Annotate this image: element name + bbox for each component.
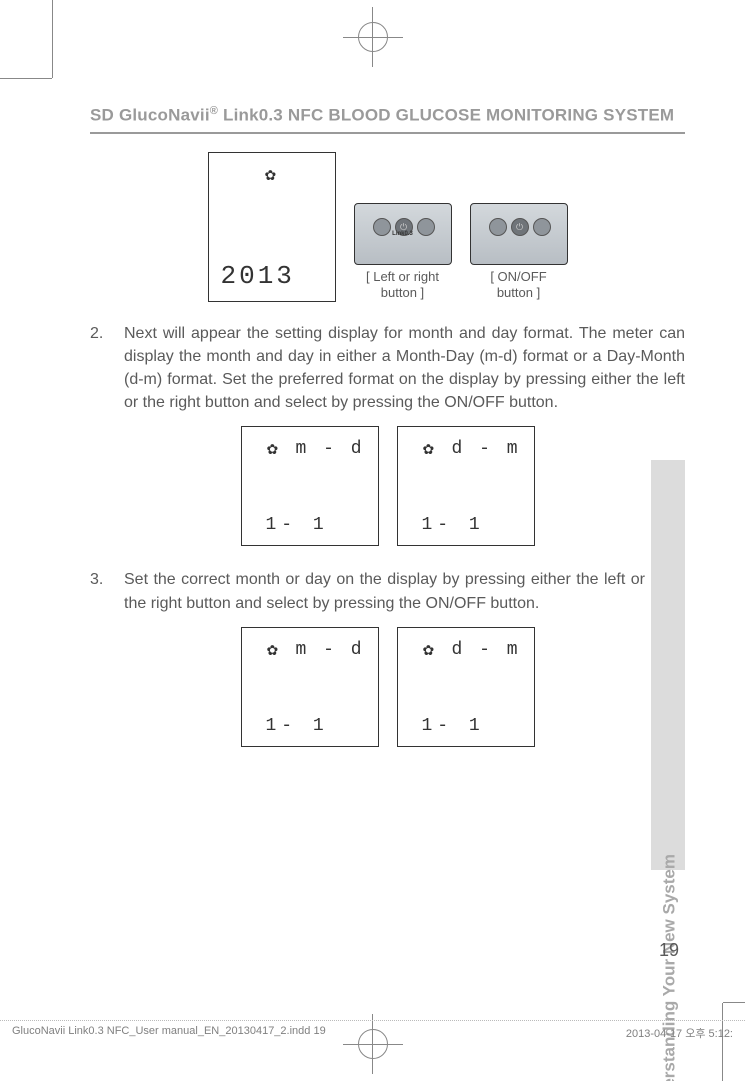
crop-mark-top bbox=[358, 22, 388, 52]
caption-onoff: [ ON/OFF button ] bbox=[490, 269, 546, 302]
gear-icon: ✿ bbox=[267, 441, 279, 458]
device-left-right: ⏻ Link0.3 [ Left or right button ] bbox=[354, 203, 452, 302]
lcd-date: 1- 1 bbox=[422, 716, 485, 736]
step-text: Next will appear the setting display for… bbox=[124, 322, 685, 415]
gear-icon: ✿ bbox=[267, 642, 279, 659]
lcd-md-display: ✿ m - d 1- 1 bbox=[241, 426, 379, 546]
print-footer: GlucoNavii Link0.3 NFC_User manual_EN_20… bbox=[0, 1020, 745, 1041]
lcd-date: 1- 1 bbox=[422, 515, 485, 535]
step-3: 3. Set the correct month or day on the d… bbox=[90, 568, 685, 614]
figure-step3-displays: ✿ m - d 1- 1 ✿ d - m 1- 1 bbox=[90, 627, 685, 747]
lcd-format: m - d bbox=[296, 640, 365, 660]
crop-mark-corner bbox=[52, 0, 53, 78]
caption-line: [ ON/OFF bbox=[490, 269, 546, 284]
lcd-format: d - m bbox=[452, 640, 521, 660]
gear-icon: ✿ bbox=[423, 441, 435, 458]
gear-icon: ✿ bbox=[265, 167, 277, 184]
device-image-onoff: ⏻ bbox=[470, 203, 568, 265]
lcd-format: m - d bbox=[296, 439, 365, 459]
document-title: SD GlucoNavii® Link0.3 NFC BLOOD GLUCOSE… bbox=[90, 105, 685, 134]
crop-mark-corner bbox=[722, 1003, 723, 1081]
lcd-date: 1- 1 bbox=[266, 716, 329, 736]
lcd-format: d - m bbox=[452, 439, 521, 459]
title-prefix: SD GlucoNavii bbox=[90, 106, 210, 125]
page-number: 19 bbox=[659, 940, 679, 961]
step-2: 2. Next will appear the setting display … bbox=[90, 322, 685, 415]
lcd-dm-display: ✿ d - m 1- 1 bbox=[397, 426, 535, 546]
device-label: Link0.3 bbox=[392, 231, 413, 237]
device-onoff: ⏻ [ ON/OFF button ] bbox=[470, 203, 568, 302]
step-number: 2. bbox=[90, 322, 106, 415]
figure-step2-displays: ✿ m - d 1- 1 ✿ d - m 1- 1 bbox=[90, 426, 685, 546]
caption-line: [ Left or right bbox=[366, 269, 439, 284]
registered-mark: ® bbox=[210, 105, 218, 117]
step-number: 3. bbox=[90, 568, 106, 614]
lcd-year-display: ✿ 2013 bbox=[208, 152, 336, 302]
crop-mark-corner bbox=[0, 78, 52, 79]
page: Understanding Your New System SD GlucoNa… bbox=[0, 0, 745, 1081]
power-icon: ⏻ bbox=[511, 218, 529, 236]
gear-icon: ✿ bbox=[423, 642, 435, 659]
lcd-md-display: ✿ m - d 1- 1 bbox=[241, 627, 379, 747]
lcd-dm-display: ✿ d - m 1- 1 bbox=[397, 627, 535, 747]
caption-left-right: [ Left or right button ] bbox=[366, 269, 439, 302]
caption-line: button ] bbox=[381, 285, 424, 300]
crop-mark-corner bbox=[723, 1002, 745, 1003]
figure-year-and-buttons: ✿ 2013 ⏻ Link0.3 [ Left or right button … bbox=[90, 152, 685, 302]
device-image-left-right: ⏻ Link0.3 bbox=[354, 203, 452, 265]
content-area: SD GlucoNavii® Link0.3 NFC BLOOD GLUCOSE… bbox=[90, 105, 685, 971]
footer-right: 2013-04-17 오후 5:12: bbox=[626, 1025, 733, 1041]
footer-left: GlucoNavii Link0.3 NFC_User manual_EN_20… bbox=[12, 1025, 326, 1041]
title-suffix: Link0.3 NFC BLOOD GLUCOSE MONITORING SYS… bbox=[218, 106, 674, 125]
lcd-year-value: 2013 bbox=[221, 261, 295, 291]
caption-line: button ] bbox=[497, 285, 540, 300]
step-text: Set the correct month or day on the disp… bbox=[124, 568, 685, 614]
lcd-date: 1- 1 bbox=[266, 515, 329, 535]
